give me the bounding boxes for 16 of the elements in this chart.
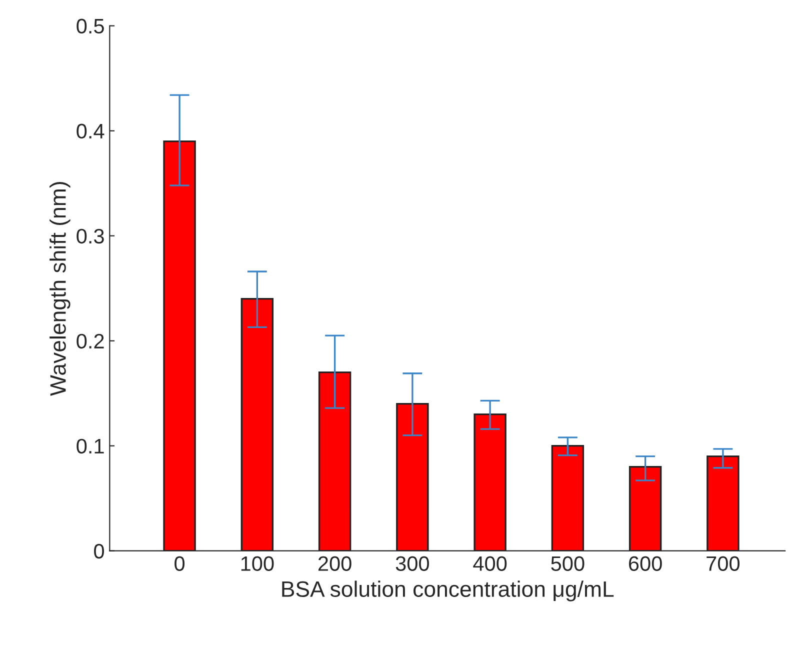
x-tick-label: 700	[706, 556, 740, 571]
y-tick-label: 0.2	[76, 334, 104, 349]
y-tick-label: 0.1	[76, 438, 104, 454]
y-tick-label: 0.4	[76, 124, 104, 139]
x-axis-title: BSA solution concentration μg/mL	[282, 580, 614, 602]
y-tick-label: 0.5	[76, 18, 104, 34]
x-tick-label: 300	[396, 556, 429, 571]
x-tick-label: 100	[241, 556, 274, 571]
y-tick-label: 0.3	[76, 228, 104, 244]
y-axis-title: Wavelength shift (nm)	[50, 182, 70, 396]
x-tick-label: 500	[551, 556, 584, 571]
y-tick-label: 0	[94, 544, 104, 559]
x-tick-label: 400	[473, 556, 507, 571]
x-tick-label: 0	[174, 556, 185, 571]
x-tick-label: 200	[318, 556, 352, 571]
x-tick-label: 600	[629, 556, 662, 571]
